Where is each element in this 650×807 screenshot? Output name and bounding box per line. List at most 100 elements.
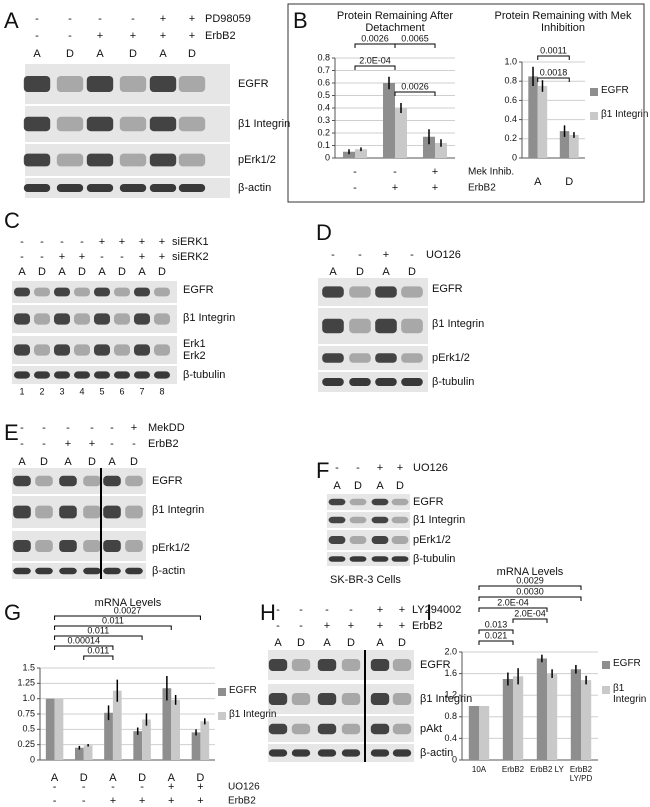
significance-bracket	[54, 635, 143, 640]
bar	[142, 719, 151, 760]
condition-sign: +	[159, 236, 165, 248]
condition-sign: -	[80, 236, 84, 248]
bar	[513, 676, 524, 760]
lane-label: D	[88, 456, 96, 468]
condition-sign: -	[90, 422, 94, 434]
blot-band	[94, 313, 110, 325]
bar	[383, 83, 395, 158]
band-label: EGFR	[432, 283, 463, 295]
y-tick-label: 1.0	[504, 56, 517, 66]
condition-sign: +	[168, 781, 174, 793]
p-value: 2.0E-04	[514, 608, 546, 618]
condition-name: siERK2	[172, 251, 209, 263]
y-tick-label: 0.4	[317, 102, 330, 112]
condition-sign: +	[432, 166, 438, 178]
blot-band	[114, 344, 130, 356]
condition-sign: +	[189, 30, 195, 42]
lane-label: A	[96, 48, 104, 60]
band-label: β1 Integrin	[183, 312, 235, 324]
lane-number: 7	[139, 386, 144, 396]
panel-letter: D	[316, 220, 332, 245]
blot-band	[375, 353, 397, 363]
blot-band	[291, 749, 311, 757]
band-label: pErk1/2	[238, 154, 276, 166]
bar	[133, 731, 143, 760]
bar	[536, 658, 547, 760]
condition-name: ErbB2	[412, 620, 443, 632]
condition-sign: -	[66, 422, 70, 434]
condition-sign: -	[82, 781, 86, 793]
p-value: 0.0011	[540, 45, 567, 55]
y-tick-label: 0.5	[22, 724, 35, 734]
blot-band	[34, 313, 50, 325]
legend-label: EGFR	[229, 685, 257, 696]
blot-band	[154, 371, 170, 379]
blot-strip	[12, 563, 146, 579]
significance-bracket	[394, 43, 436, 48]
blot-band	[392, 749, 412, 757]
lane-label: D	[129, 48, 137, 60]
chart-title: Protein Remaining with Mek Inhibition	[494, 10, 632, 35]
blot-band	[54, 344, 70, 356]
blot-band	[268, 693, 288, 705]
blot-strip	[12, 496, 146, 528]
blot-band	[14, 287, 30, 297]
y-tick-label: 0.7	[317, 65, 330, 75]
blot-band	[322, 286, 344, 298]
blot-band	[149, 76, 177, 92]
p-value: 0.0018	[540, 67, 568, 77]
blot-band	[317, 693, 337, 705]
lane-number: 6	[119, 386, 124, 396]
condition-sign: +	[399, 620, 405, 632]
bar	[171, 699, 180, 760]
condition-sign: +	[399, 604, 405, 616]
blot-band	[23, 184, 51, 192]
p-value: 0.0029	[516, 575, 544, 585]
band-label: EGFR	[420, 659, 451, 671]
blot-band	[375, 286, 397, 298]
y-tick-label: 0	[512, 152, 517, 162]
panel-letter: G	[4, 600, 21, 625]
legend-swatch	[590, 112, 598, 120]
p-value: 0.011	[87, 625, 109, 635]
bar	[355, 149, 367, 158]
blot-band	[341, 659, 361, 671]
band-label: EGFR	[152, 475, 183, 487]
condition-sign: +	[131, 422, 137, 434]
lane-label: D	[78, 266, 86, 278]
blot-band	[54, 313, 70, 325]
blot-band	[74, 313, 90, 325]
bar	[581, 680, 592, 760]
blot-band	[391, 498, 409, 506]
blot-band	[103, 567, 121, 575]
condition-sign: -	[20, 236, 24, 248]
blot-strip	[268, 744, 414, 762]
blot-band	[13, 567, 31, 575]
condition-sign: -	[353, 166, 357, 178]
condition-name: Mek Inhib.	[468, 167, 514, 178]
condition-sign: +	[377, 462, 383, 474]
blot-band	[154, 344, 170, 356]
blot-band	[23, 153, 51, 167]
panel-letter: H	[260, 600, 276, 625]
lane-label: A	[18, 456, 26, 468]
condition-sign: +	[189, 13, 195, 25]
condition-sign: -	[82, 795, 86, 807]
band-label: EGFR	[183, 284, 214, 296]
condition-sign: -	[42, 438, 46, 450]
lane-label: A	[274, 637, 282, 649]
condition-sign: +	[79, 251, 85, 263]
y-tick-label: 0.2	[317, 127, 330, 137]
blot-band	[375, 318, 397, 334]
blot-band	[119, 116, 147, 132]
significance-bracket	[478, 607, 548, 612]
blot-strip	[327, 494, 410, 510]
condition-sign: +	[59, 251, 65, 263]
y-tick-label: 0.1	[317, 140, 330, 150]
lane-label: D	[118, 266, 126, 278]
blot-band	[83, 505, 101, 519]
blot-band	[125, 567, 143, 575]
blot-band	[178, 184, 206, 192]
y-tick-label: 0.2	[504, 133, 517, 143]
lane-label: D	[354, 480, 362, 492]
